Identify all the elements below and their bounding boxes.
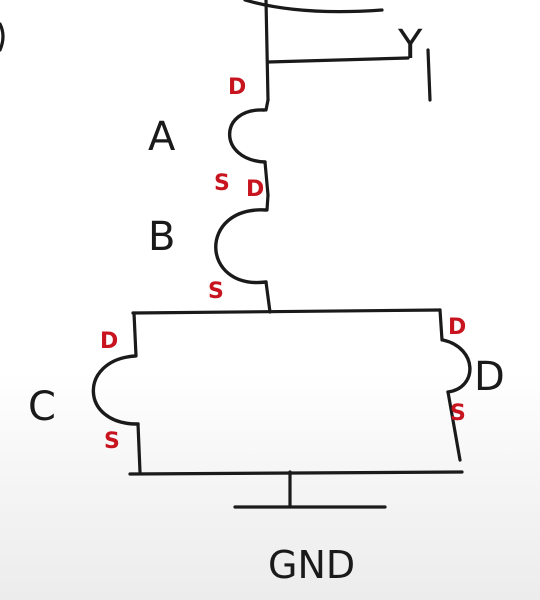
output-terminal-bar <box>426 48 432 102</box>
transistor-a-channel <box>228 108 267 164</box>
transistor-b-label: B <box>148 214 175 260</box>
cropped-left-stroke <box>0 22 5 52</box>
a-to-b-wire <box>263 160 270 197</box>
transistor-a-source-label: S <box>214 171 230 196</box>
ground-label: GND <box>268 543 355 587</box>
transistor-d-drain-label: D <box>448 315 466 340</box>
transistor-c-source-wire <box>136 422 142 474</box>
transistor-b-source-label: S <box>208 279 224 304</box>
b-to-parallel-wire <box>264 280 272 314</box>
transistor-a-drain-label: D <box>228 75 246 100</box>
transistor-a-drain-wire <box>264 98 270 112</box>
transistor-d-label: D <box>474 354 505 400</box>
transistor-b-channel <box>214 208 268 285</box>
cropped-top-stroke <box>243 0 384 14</box>
output-wire <box>266 56 410 64</box>
transistor-d-drain-wire <box>438 308 444 342</box>
transistor-a-label: A <box>148 114 176 160</box>
transistor-b-drain-wire <box>265 193 270 212</box>
transistor-c-drain-label: D <box>100 329 118 354</box>
transistor-c-drain-wire <box>132 311 138 358</box>
transistor-d-source-wire <box>446 390 462 462</box>
parallel-top-rail <box>131 308 442 315</box>
output-label: Y <box>397 22 423 68</box>
parallel-bottom-rail <box>128 470 464 476</box>
transistor-b-drain-label: D <box>246 177 264 202</box>
output-node-wire <box>264 0 270 102</box>
transistor-c-channel <box>91 354 140 426</box>
transistor-d-channel <box>441 338 472 394</box>
transistor-c-label: C <box>28 384 56 430</box>
transistor-d-source-label: S <box>450 401 466 426</box>
transistor-c-source-label: S <box>104 429 120 454</box>
